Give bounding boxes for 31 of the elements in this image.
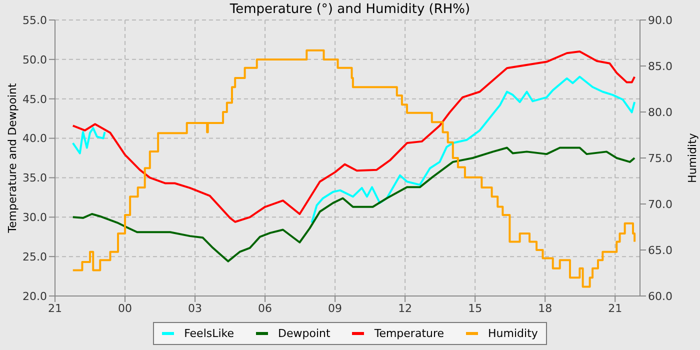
y2-tick-label: 90.0: [648, 14, 672, 27]
y2-tick-label: 85.0: [648, 60, 672, 73]
y-tick-label: 45.0: [22, 92, 47, 106]
x-tick-label: 06: [258, 302, 272, 315]
x-tick-label: 12: [398, 302, 412, 315]
legend-label: Temperature: [373, 327, 444, 340]
x-tick-label: 21: [608, 302, 622, 315]
y-axis-title: Temperature and Dewpoint: [6, 82, 19, 234]
x-tick-label: 15: [468, 302, 482, 315]
x-tick-label: 03: [188, 302, 202, 315]
y2-tick-label: 65.0: [648, 244, 672, 257]
legend-label: Humidity: [487, 327, 538, 340]
y-tick-label: 20.0: [22, 290, 47, 303]
legend-label: FeelsLike: [183, 327, 234, 340]
x-tick-label: 09: [328, 302, 342, 315]
x-tick-label: 21: [48, 302, 62, 315]
y2-tick-label: 80.0: [648, 106, 672, 119]
x-tick-label: 18: [538, 302, 552, 315]
chart-title: Temperature (°) and Humidity (RH%): [230, 2, 470, 17]
y-tick-label: 30.0: [22, 211, 47, 224]
x-tick-label: 00: [118, 302, 132, 315]
y-tick-label: 50.0: [22, 53, 47, 66]
y2-tick-label: 60.0: [648, 290, 672, 303]
y2-tick-label: 75.0: [648, 152, 672, 165]
y-tick-label: 35.0: [22, 172, 47, 185]
legend-label: Dewpoint: [277, 327, 330, 340]
y-tick-label: 25.0: [22, 250, 47, 264]
y2-axis-title: Humidity: [686, 132, 699, 183]
y-tick-label: 40.0: [22, 132, 47, 146]
y2-tick-label: 70.0: [648, 198, 672, 211]
y-tick-label: 55.0: [22, 14, 47, 27]
